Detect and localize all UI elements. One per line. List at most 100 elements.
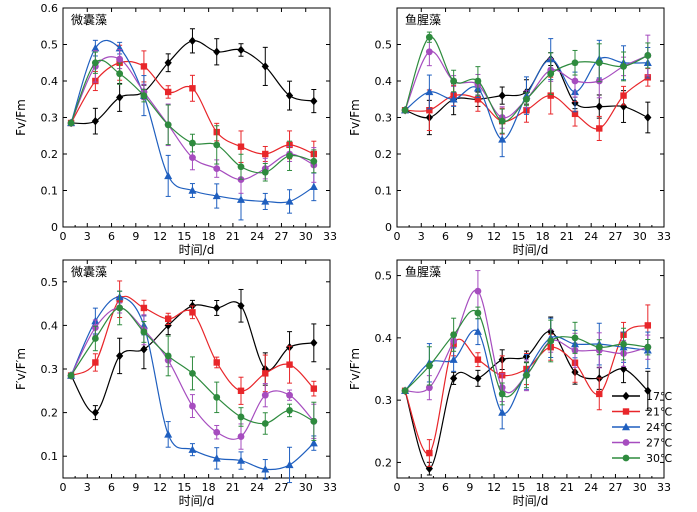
series-3-point [189, 402, 196, 410]
x-tick-label: 15 [177, 481, 191, 494]
series-2-point [498, 408, 507, 416]
panel-microcystis-fvfm: 0 3 6 9 12 15 18 21 24 27 30 33 0 0.1 0.2 0.3 0.4 0.5 0.6 微… [14, 2, 337, 257]
x-tick-label: 27 [274, 481, 288, 494]
series-4-point [189, 369, 196, 377]
legend-label: 17℃ [646, 390, 672, 403]
series-3-point [189, 154, 196, 162]
series-0-point [644, 113, 652, 122]
x-tick-label: 30 [299, 481, 313, 494]
x-tick-label: 6 [442, 481, 449, 494]
x-tick-label: 27 [608, 230, 622, 243]
legend-label: 30℃ [646, 452, 672, 465]
legend-label: 21℃ [646, 406, 672, 419]
series-4-point [401, 106, 409, 114]
y-tick-label: 0.5 [375, 270, 393, 283]
y-tick-label: 0.4 [375, 75, 393, 88]
series-4-point [644, 52, 652, 59]
x-tick-label: 12 [153, 481, 167, 494]
series-1-point [426, 449, 433, 457]
series-2-point [285, 460, 294, 469]
series-2-point [309, 182, 318, 191]
series-4-point [237, 413, 245, 421]
x-tick-label: 30 [633, 481, 647, 494]
x-tick-label: 12 [487, 230, 501, 243]
y-axis-label: F′v/F′m [348, 348, 362, 390]
series-4 [401, 306, 652, 406]
series-0-point [164, 58, 172, 67]
y-tick-label: 0.5 [41, 276, 59, 289]
y-tick-label: 0.4 [41, 75, 59, 88]
series-0-point [140, 345, 148, 354]
series-2-point [188, 186, 197, 194]
series-line [70, 39, 315, 204]
x-tick-label: 27 [274, 230, 288, 243]
x-tick-label: 24 [584, 481, 598, 494]
x-tick-label: 33 [657, 230, 671, 243]
series-4-point [261, 168, 269, 176]
y-tick-label: 0.2 [375, 148, 393, 161]
panel-title: 微囊藻 [71, 264, 107, 279]
series-0-point [188, 36, 197, 46]
series-2-point [449, 355, 458, 363]
series-4-point [286, 152, 293, 160]
series-4-point [401, 387, 409, 395]
x-tick-label: 24 [250, 481, 264, 494]
series-4-point [644, 343, 652, 351]
series-0-point [261, 62, 269, 71]
series-1-point [620, 92, 627, 99]
x-tick-label: 9 [132, 230, 139, 243]
x-tick-label: 18 [536, 230, 550, 243]
series-1-point [547, 92, 554, 99]
x-tick-label: 9 [132, 481, 139, 494]
x-axis-label: 时间/d [179, 494, 215, 508]
series-4-point [310, 157, 318, 165]
series-1-point [164, 88, 172, 96]
series-0-point [310, 96, 318, 106]
series-0-point [91, 116, 99, 126]
y-tick-label: 0.5 [375, 39, 393, 52]
x-tick-label: 0 [394, 481, 401, 494]
series-4-point [310, 417, 318, 425]
series-0-point [116, 351, 124, 361]
x-tick-label: 0 [394, 230, 401, 243]
x-tick-label: 24 [250, 230, 264, 243]
x-tick-label: 24 [584, 230, 598, 243]
series-4-point [213, 393, 221, 401]
series-2-point [285, 197, 294, 205]
series-1-point [310, 385, 318, 392]
legend-4-point [622, 454, 630, 462]
series-4-point [498, 117, 506, 125]
x-tick-label: 30 [633, 230, 647, 243]
series-0-point [116, 93, 124, 102]
x-tick-label: 3 [84, 481, 91, 494]
series-0-point [595, 102, 603, 111]
series-2-point [498, 135, 507, 143]
x-tick-label: 33 [657, 481, 671, 494]
x-tick-label: 12 [487, 481, 501, 494]
series-4-point [620, 340, 627, 348]
series-0-point [310, 338, 318, 348]
series-0-point [164, 321, 172, 330]
series-4-point [116, 304, 124, 312]
series-4-point [595, 343, 603, 351]
y-axis-label: F′v/F′m [14, 348, 28, 390]
series-1-point [571, 110, 579, 118]
series-1 [67, 280, 318, 405]
series-4 [401, 31, 652, 134]
series-4-point [450, 77, 458, 85]
series-4-point [450, 331, 458, 339]
y-tick-label: 0.3 [375, 112, 393, 125]
series-2-point [261, 465, 270, 473]
series-4-point [425, 33, 433, 41]
series-0-point [619, 102, 628, 111]
series-4-point [523, 95, 530, 103]
series-4-point [425, 362, 433, 370]
series-1-point [213, 359, 220, 366]
series-4-point [523, 371, 530, 379]
x-tick-label: 0 [60, 481, 67, 494]
y-tick-label: 0.3 [375, 394, 393, 407]
y-tick-label: 0.1 [41, 450, 59, 463]
series-2-point [91, 43, 100, 52]
series-4-point [237, 163, 245, 171]
